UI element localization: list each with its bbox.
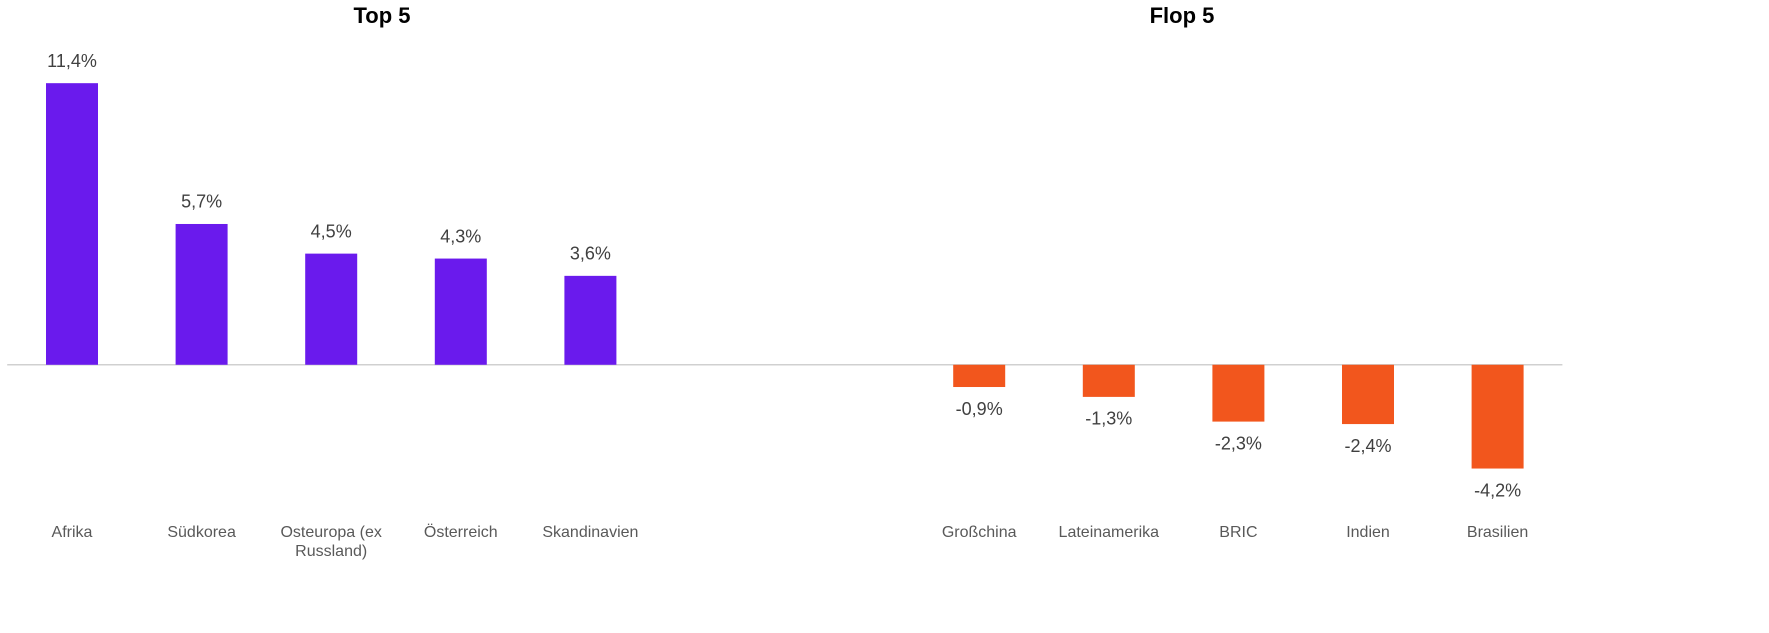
x-tick-label: Osteuropa (ex Russland) xyxy=(280,524,382,560)
data-label: 4,5% xyxy=(311,221,352,241)
bar xyxy=(175,223,228,365)
bar xyxy=(434,258,487,365)
x-tick-label: Lateinamerika xyxy=(1058,524,1160,541)
data-label: -2,3% xyxy=(1215,433,1262,453)
bar xyxy=(1471,364,1524,469)
data-label: -2,4% xyxy=(1344,436,1391,456)
x-tick-label: Österreich xyxy=(423,524,498,541)
bar xyxy=(1082,364,1135,397)
bar xyxy=(1212,364,1265,422)
data-label: -0,9% xyxy=(956,399,1003,419)
x-tick-label: BRIC xyxy=(1219,524,1258,541)
data-label: 4,3% xyxy=(440,226,481,246)
x-tick-label: Brasilien xyxy=(1466,524,1529,541)
x-tick-label: Skandinavien xyxy=(542,524,639,541)
bar xyxy=(1342,364,1394,425)
data-label: 5,7% xyxy=(181,192,222,212)
bar xyxy=(953,364,1006,388)
x-tick-label: Großchina xyxy=(941,524,1017,541)
chart-title: Top 5 xyxy=(353,3,410,28)
bar xyxy=(305,253,358,365)
data-label: -4,2% xyxy=(1474,480,1521,500)
x-tick-label: Afrika xyxy=(51,524,93,541)
bar xyxy=(564,275,617,365)
x-tick-label: Indien xyxy=(1346,524,1390,541)
chart-title: Flop 5 xyxy=(1150,3,1215,28)
bar xyxy=(46,83,98,365)
x-tick-label: Südkorea xyxy=(167,524,236,541)
data-label: 3,6% xyxy=(570,244,611,264)
data-label: 11,4% xyxy=(47,51,97,71)
data-label: -1,3% xyxy=(1085,409,1132,429)
